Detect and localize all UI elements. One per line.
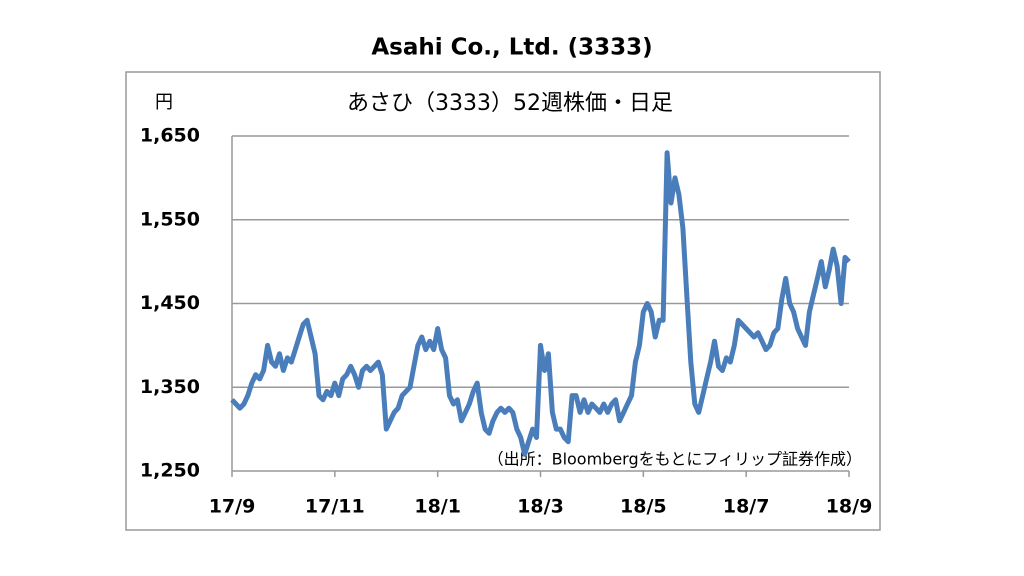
y-tick-label: 1,350 [140,376,200,398]
frame [125,71,881,531]
x-tick-label: 18/5 [620,496,667,518]
x-tick-label: 17/9 [209,496,256,518]
annotation: （出所：Bloombergをもとにフィリップ証券作成） [488,450,862,469]
y-tick-label: 1,650 [140,125,200,147]
x-tick-label: 18/7 [723,496,770,518]
y-tick-label: 1,450 [140,292,200,314]
price-line [230,150,851,457]
x-tick-label: 18/9 [826,496,873,518]
x-tick-label: 18/3 [517,496,564,518]
subtitle: あさひ（3333）52週株価・日足 [347,91,673,116]
x-tick-label: 17/11 [305,496,365,518]
y-axis-label: 円 [155,92,173,113]
chart-title: Asahi Co., Ltd. (3333) [371,35,652,61]
y-tick-label: 1,250 [140,460,200,482]
y-tick-label: 1,550 [140,208,200,230]
x-tick-label: 18/1 [414,496,461,518]
